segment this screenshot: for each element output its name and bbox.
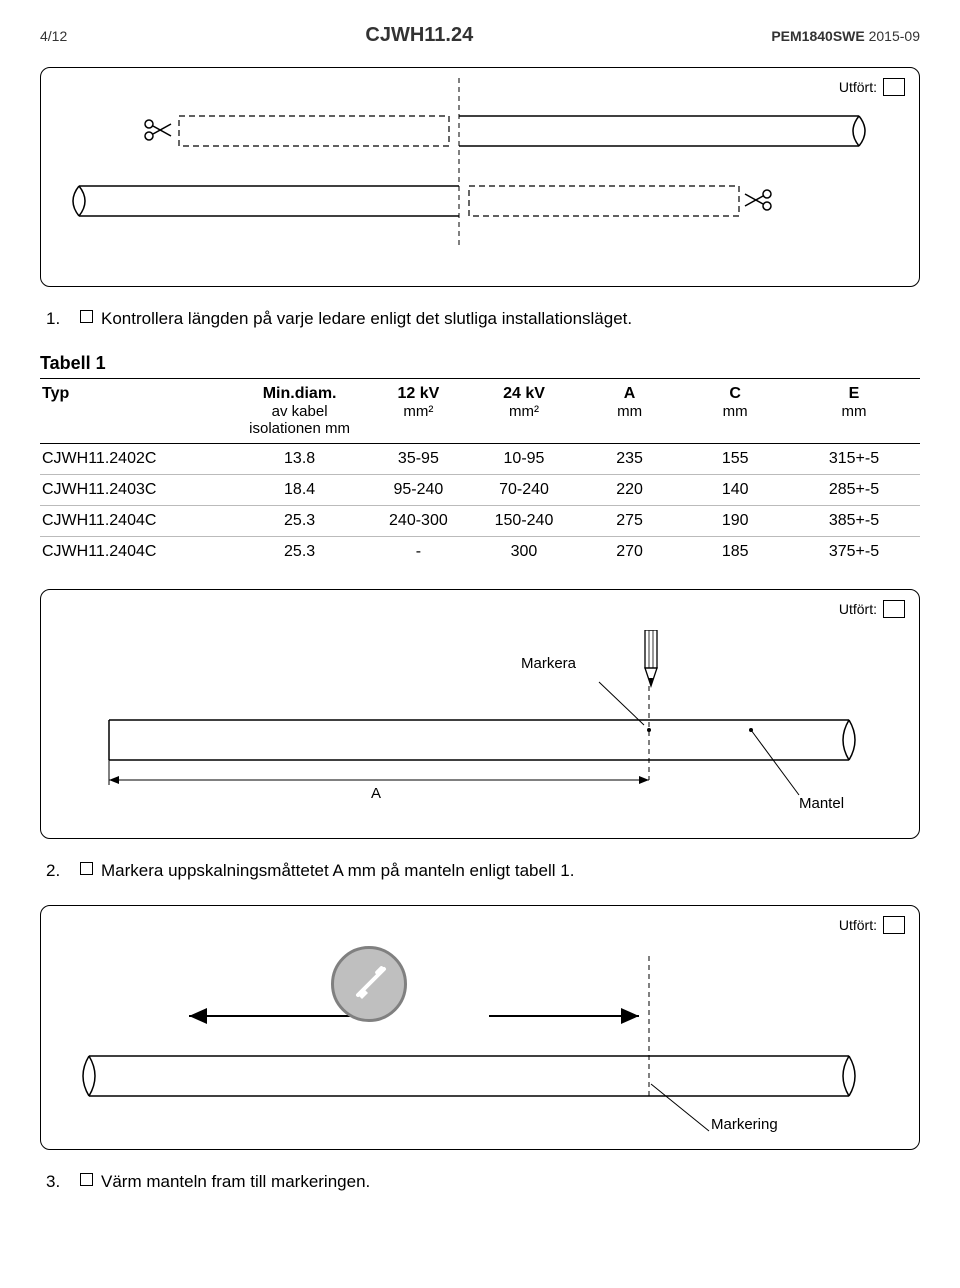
page-number: 4/12 <box>40 28 67 44</box>
table-cell: 270 <box>577 537 683 568</box>
table-cell: 25.3 <box>234 506 366 537</box>
table-cell: 140 <box>682 475 788 506</box>
figure-2-box: Utfört: Markera A Mantel <box>40 589 920 839</box>
step-1-num: 1. <box>46 309 80 329</box>
table-cell: 315+-5 <box>788 444 920 475</box>
table-cell: 185 <box>682 537 788 568</box>
table-cell: 240-300 <box>366 506 472 537</box>
table-cell: 10-95 <box>471 444 577 475</box>
table-cell: 150-240 <box>471 506 577 537</box>
step-1: 1. Kontrollera längden på varje ledare e… <box>46 309 920 329</box>
figure-1-svg <box>59 78 879 248</box>
table-row: CJWH11.2403C18.495-24070-240220140285+-5 <box>40 475 920 506</box>
table-cell: 235 <box>577 444 683 475</box>
step-2-text: Markera uppskalningsmåttetet A mm på man… <box>101 861 574 881</box>
table-header: Min.diam.av kabel isolationen mm <box>234 379 366 444</box>
doc-id-date: 2015-09 <box>865 28 920 44</box>
utfort-label-3: Utfört: <box>839 917 877 933</box>
utfort-label-2: Utfört: <box>839 601 877 617</box>
knife-icon <box>331 946 407 1022</box>
dim-a-label: A <box>371 785 381 802</box>
table-cell: - <box>366 537 472 568</box>
table-cell: 220 <box>577 475 683 506</box>
table-cell: CJWH11.2404C <box>40 506 234 537</box>
step-3-text: Värm manteln fram till markeringen. <box>101 1172 370 1192</box>
utfort-badge: Utfört: <box>839 78 905 96</box>
step-1-checkbox[interactable] <box>80 310 93 323</box>
table-row: CJWH11.2404C25.3240-300150-240275190385+… <box>40 506 920 537</box>
utfort-checkbox-2[interactable] <box>883 600 905 618</box>
table-row: CJWH11.2404C25.3-300270185375+-5 <box>40 537 920 568</box>
table-body: CJWH11.2402C13.835-9510-95235155315+-5CJ… <box>40 444 920 568</box>
doc-id: PEM1840SWE 2015-09 <box>771 28 920 44</box>
utfort-badge-3: Utfört: <box>839 916 905 934</box>
markering-label: Markering <box>711 1116 778 1133</box>
data-table: TypMin.diam.av kabel isolationen mm12 kV… <box>40 378 920 567</box>
mantel-label: Mantel <box>799 795 844 812</box>
table-cell: 190 <box>682 506 788 537</box>
table-cell: 35-95 <box>366 444 472 475</box>
table-cell: 70-240 <box>471 475 577 506</box>
figure-3-svg <box>59 956 879 1136</box>
step-3-checkbox[interactable] <box>80 1173 93 1186</box>
step-3: 3. Värm manteln fram till markeringen. <box>46 1172 920 1192</box>
table-title: Tabell 1 <box>40 353 920 374</box>
table-header: Amm <box>577 379 683 444</box>
figure-3-box: Utfört: Markering <box>40 905 920 1150</box>
step-3-num: 3. <box>46 1172 80 1192</box>
table-header: 12 kVmm² <box>366 379 472 444</box>
utfort-badge-2: Utfört: <box>839 600 905 618</box>
table-header: Cmm <box>682 379 788 444</box>
figure-1-box: Utfört: <box>40 67 920 287</box>
utfort-label: Utfört: <box>839 79 877 95</box>
markera-label: Markera <box>521 655 576 672</box>
table-cell: CJWH11.2403C <box>40 475 234 506</box>
page-title: CJWH11.24 <box>365 24 473 47</box>
step-2-checkbox[interactable] <box>80 862 93 875</box>
table-header: 24 kVmm² <box>471 379 577 444</box>
table-cell: 155 <box>682 444 788 475</box>
step-2: 2. Markera uppskalningsmåttetet A mm på … <box>46 861 920 881</box>
table-cell: 275 <box>577 506 683 537</box>
table-cell: 18.4 <box>234 475 366 506</box>
table-cell: 385+-5 <box>788 506 920 537</box>
utfort-checkbox-3[interactable] <box>883 916 905 934</box>
step-1-text: Kontrollera längden på varje ledare enli… <box>101 309 632 329</box>
table-cell: CJWH11.2402C <box>40 444 234 475</box>
utfort-checkbox[interactable] <box>883 78 905 96</box>
doc-id-code: PEM1840SWE <box>771 28 864 44</box>
page-header: 4/12 CJWH11.24 PEM1840SWE 2015-09 <box>40 24 920 47</box>
table-cell: 95-240 <box>366 475 472 506</box>
figure-2-svg <box>59 630 879 820</box>
table-cell: 13.8 <box>234 444 366 475</box>
step-2-num: 2. <box>46 861 80 881</box>
table-cell: 300 <box>471 537 577 568</box>
table-header-row: TypMin.diam.av kabel isolationen mm12 kV… <box>40 379 920 444</box>
table-header: Typ <box>40 379 234 444</box>
table-row: CJWH11.2402C13.835-9510-95235155315+-5 <box>40 444 920 475</box>
table-cell: 375+-5 <box>788 537 920 568</box>
table-cell: 25.3 <box>234 537 366 568</box>
table-header: Emm <box>788 379 920 444</box>
table-cell: CJWH11.2404C <box>40 537 234 568</box>
table-cell: 285+-5 <box>788 475 920 506</box>
table-1: Tabell 1 TypMin.diam.av kabel isolatione… <box>40 353 920 567</box>
